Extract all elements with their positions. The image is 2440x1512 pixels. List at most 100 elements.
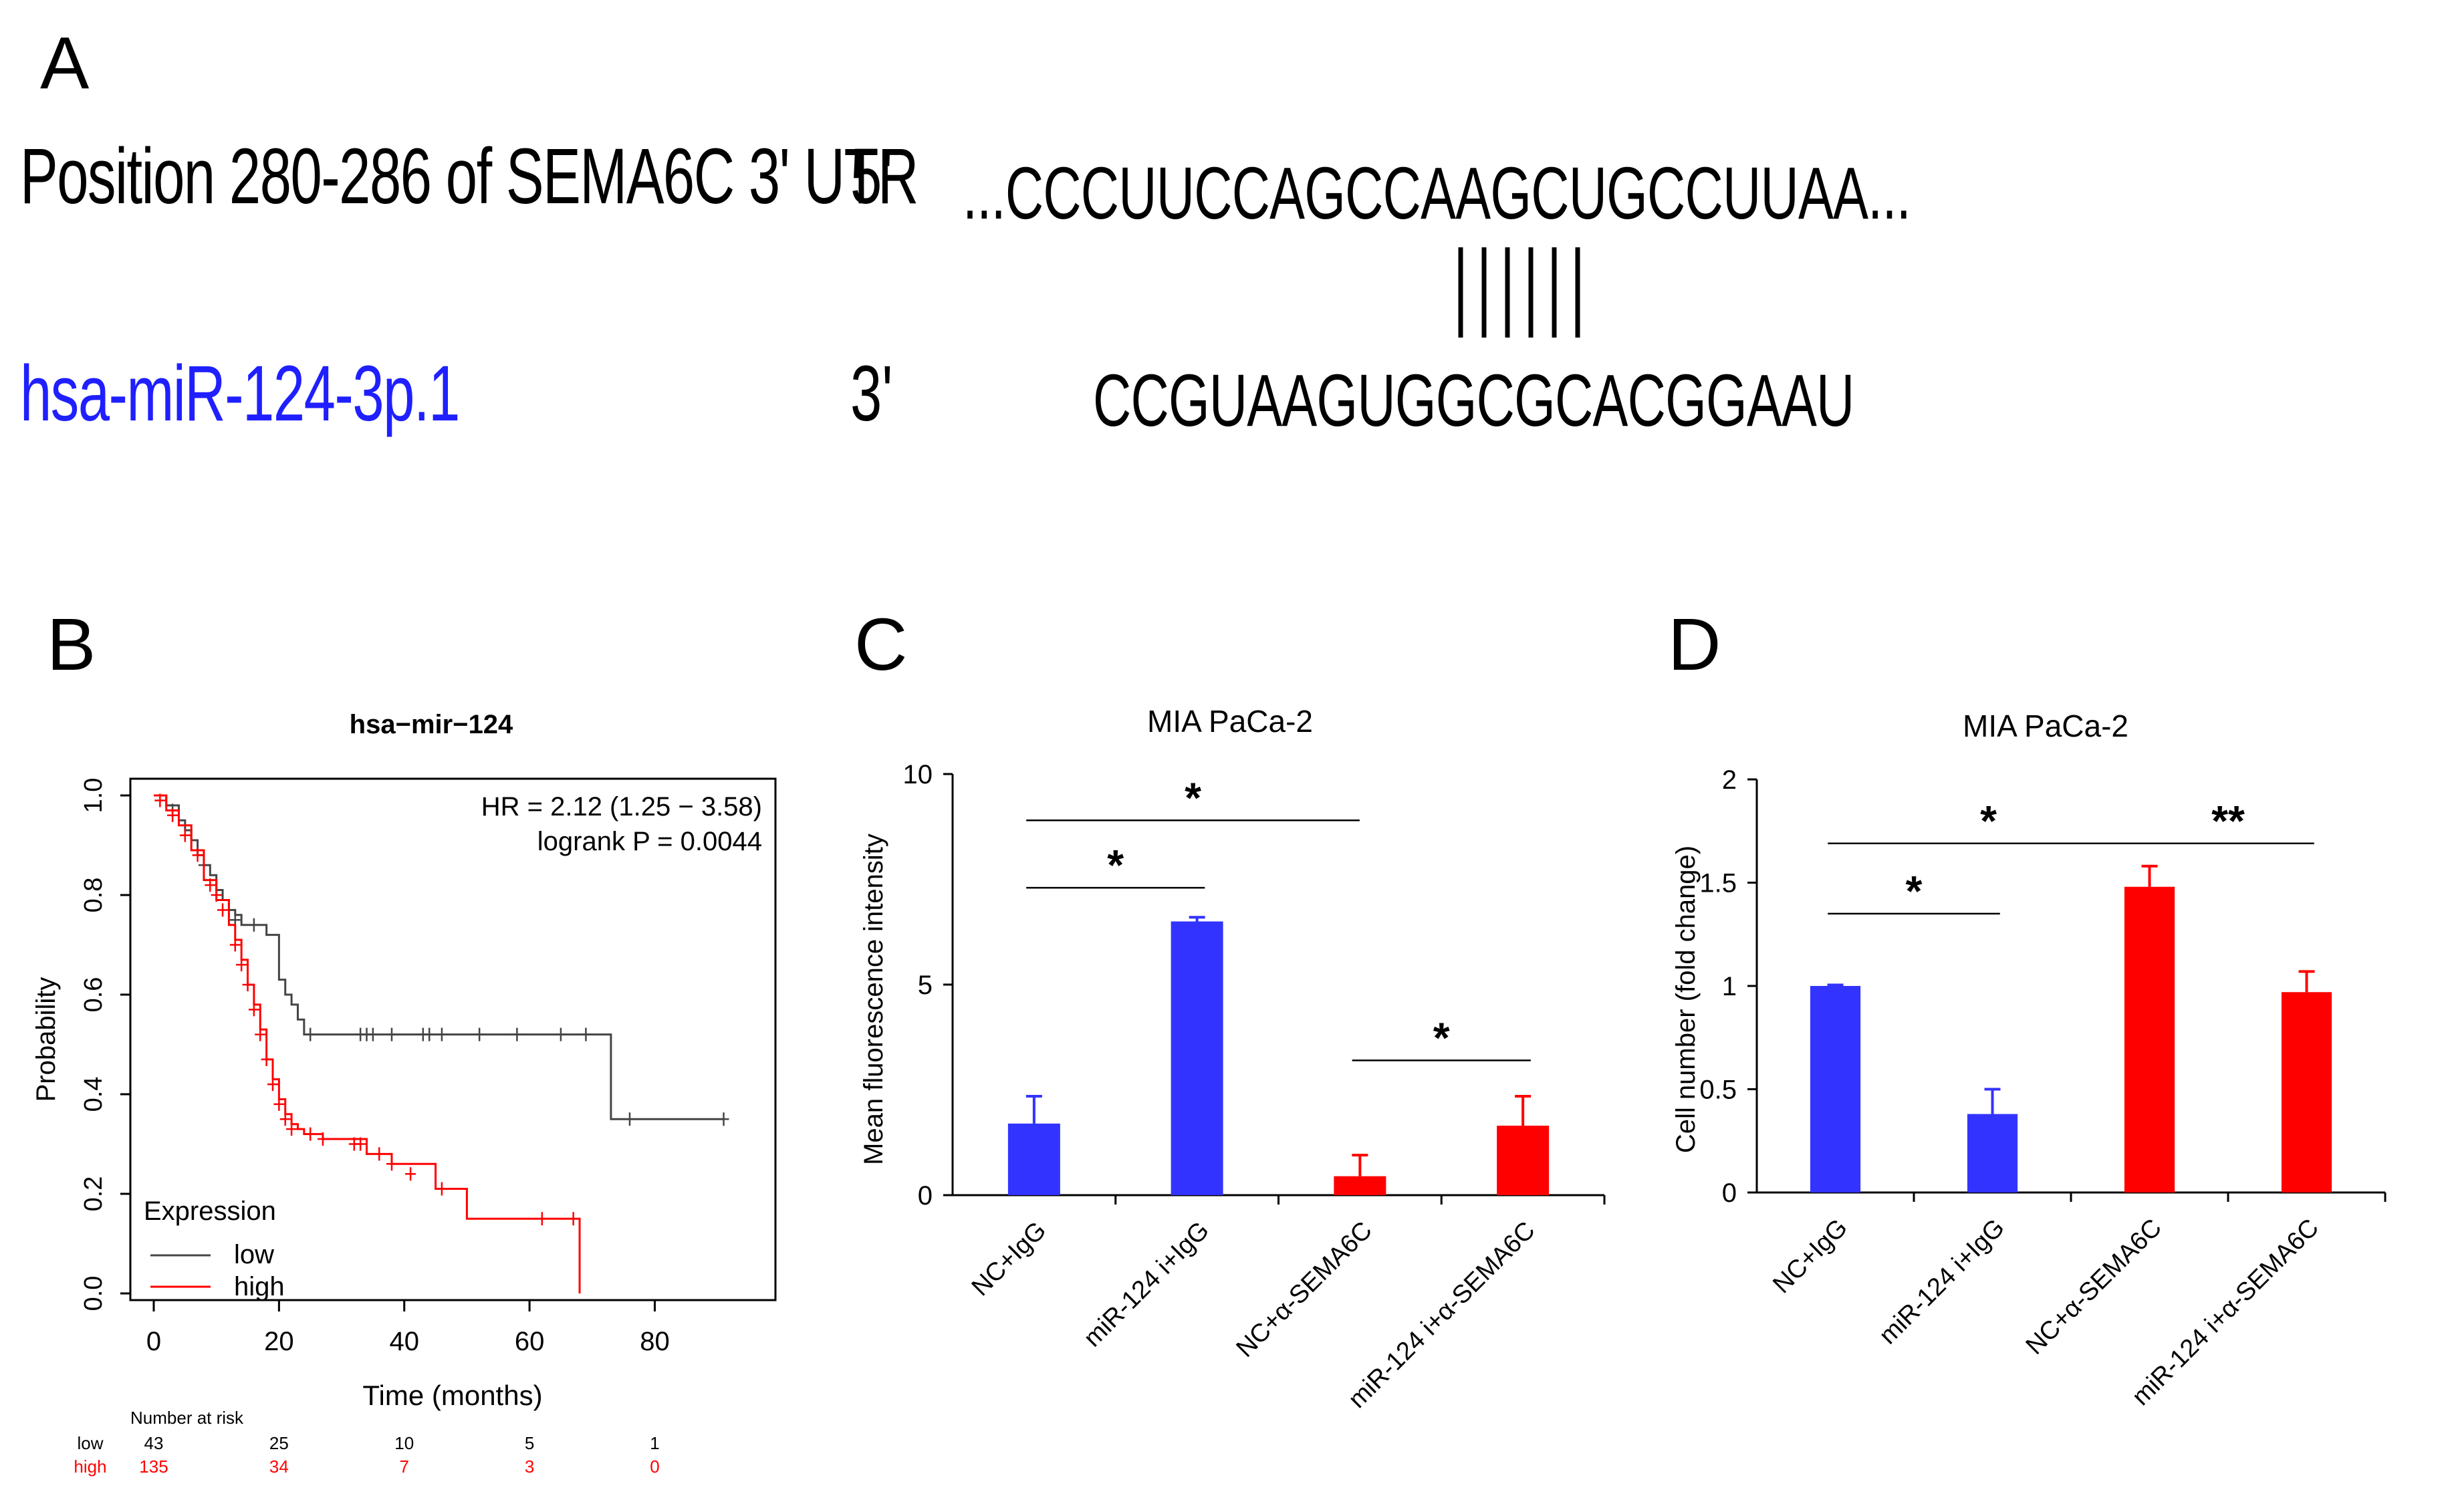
km-censor-mark-low — [511, 1027, 523, 1041]
bar-chart-d-title: MIA PaCa-2 — [1963, 709, 2128, 743]
km-censor-mark-high — [386, 1157, 397, 1171]
bar-c-category-label: miR-124 i+IgG — [1078, 1217, 1215, 1353]
km-censor-mark-high — [261, 1052, 272, 1066]
km-y-tick-label: 0.4 — [80, 1077, 108, 1112]
km-censor-mark-low — [305, 1027, 316, 1041]
bar-d-significance-marker: ** — [2211, 797, 2245, 845]
km-censor-mark-low — [386, 1027, 397, 1041]
risk-table: low 43 25 10 5 1 high 135 34 7 3 0 — [74, 1433, 659, 1477]
km-censor-mark-high — [273, 1097, 285, 1111]
legend-label-low: low — [234, 1240, 274, 1269]
mirna-sequence: CCGUAAGUGGCGCACGGAAU — [1093, 360, 1854, 442]
km-censor-mark-high — [205, 878, 216, 892]
bar-d-category-label: miR-124 i+IgG — [1874, 1214, 2010, 1350]
risk-value: 25 — [269, 1433, 289, 1453]
bar-d-y-tick-label: 1 — [1722, 972, 1737, 1001]
bar-d-bar — [1967, 1114, 2018, 1192]
risk-value: 7 — [400, 1457, 409, 1477]
km-y-tick-label: 0.2 — [80, 1176, 108, 1212]
km-censor-mark-high — [317, 1132, 328, 1146]
risk-value: 135 — [139, 1457, 168, 1477]
risk-value: 1 — [650, 1433, 659, 1453]
risk-row-label-low: low — [77, 1433, 103, 1453]
bar-d-significance-marker: * — [1906, 867, 1923, 915]
km-censor-mark-high — [279, 1112, 291, 1126]
km-censor-mark-high — [192, 848, 203, 862]
km-censor-mark-low — [424, 1027, 435, 1041]
km-curves — [154, 793, 729, 1293]
km-title: hsa−mir−124 — [350, 710, 513, 739]
km-censor-mark-high — [436, 1182, 447, 1196]
km-y-tick-label: 0.8 — [80, 878, 108, 913]
bar-chart-c-title: MIA PaCa-2 — [1147, 704, 1313, 739]
km-y-tick-label: 0.0 — [80, 1276, 108, 1311]
km-x-tick-label: 60 — [515, 1327, 545, 1356]
km-censor-mark-high — [286, 1122, 297, 1136]
bar-c-significance-marker: * — [1185, 773, 1201, 822]
km-pvalue-annotation: logrank P = 0.0044 — [537, 827, 762, 856]
km-censor-mark-high — [355, 1137, 366, 1151]
risk-row-label-high: high — [74, 1457, 106, 1477]
panel-letter-c: C — [854, 604, 908, 686]
risk-value: 3 — [525, 1457, 534, 1477]
km-x-axis-label: Time (months) — [362, 1380, 542, 1411]
utr-sequence: ...CCCUUCCAGCCAAGCUGCCUUAA... — [963, 152, 1911, 235]
bar-d-y-tick-label: 0 — [1722, 1178, 1737, 1208]
bar-d-category-label: NC+IgG — [1767, 1214, 1853, 1299]
risk-value: 34 — [269, 1457, 289, 1477]
bar-d-bar — [2124, 886, 2175, 1192]
km-censor-mark-high — [179, 828, 191, 842]
km-censor-mark-high — [255, 1027, 266, 1041]
bar-chart-c-y-axis-label: Mean fluorescence intensity — [859, 834, 888, 1165]
km-censor-mark-high — [267, 1078, 278, 1092]
bar-c-significance-marker: * — [1433, 1013, 1450, 1061]
km-censor-mark-high — [154, 793, 166, 807]
bar-chart-d-y-axis-label: Cell number (fold change) — [1671, 846, 1701, 1153]
km-plot-frame — [129, 777, 777, 1301]
bar-c-category-label: NC+α-SEMA6C — [1231, 1217, 1378, 1363]
km-censor-mark-low — [624, 1112, 635, 1126]
km-censor-mark-high — [568, 1212, 579, 1226]
km-censor-mark-low — [436, 1027, 447, 1041]
km-y-axis-label: Probability — [31, 977, 61, 1102]
km-y-tick-label: 1.0 — [80, 778, 108, 813]
risk-value: 43 — [144, 1433, 164, 1453]
km-censor-mark-low — [718, 1112, 729, 1126]
utr-position-label: Position 280-286 of SEMA6C 3' UTR — [20, 132, 919, 221]
bar-c-y-tick-label: 0 — [918, 1181, 933, 1211]
km-curve-low — [154, 794, 724, 1120]
bar-d-bar — [2281, 992, 2332, 1192]
km-censor-mark-high — [229, 938, 241, 952]
bar-d-bar — [1810, 986, 1861, 1192]
base-pairing-lines — [1458, 247, 1580, 338]
risk-value: 10 — [394, 1433, 414, 1453]
bar-c-category-label: NC+IgG — [967, 1217, 1052, 1302]
km-y-axis: 0.0 0.2 0.4 0.6 0.8 1.0 — [80, 778, 130, 1311]
km-x-tick-label: 20 — [264, 1327, 294, 1356]
km-y-tick-label: 0.6 — [80, 977, 108, 1013]
bar-c-significance-marker: * — [1107, 841, 1124, 889]
bar-c-y-tick-label: 5 — [918, 971, 933, 1000]
km-x-tick-label: 80 — [640, 1327, 670, 1356]
mirna-name: hsa-miR-124-3p.1 — [20, 350, 460, 438]
bar-d-y-tick-label: 1.5 — [1699, 869, 1737, 898]
bar-c-bar — [1007, 1123, 1060, 1195]
bar-c-bar — [1334, 1176, 1386, 1195]
km-censor-mark-high — [374, 1147, 385, 1161]
km-censor-mark-high — [242, 978, 253, 992]
km-x-tick-label: 40 — [389, 1327, 419, 1356]
km-censor-mark-high — [167, 808, 178, 822]
km-censor-mark-high — [305, 1127, 316, 1141]
km-censor-mark-high — [405, 1167, 416, 1181]
panel-letter-b: B — [47, 604, 96, 686]
legend-label-high: high — [234, 1272, 285, 1301]
bar-d-y-tick-label: 0.5 — [1699, 1076, 1737, 1105]
bar-c-category-label: miR-124 i+α-SEMA6C — [1343, 1217, 1540, 1414]
bar-chart-d: MIA PaCa-2 Cell number (fold change) 0 0.… — [1671, 709, 2387, 1411]
bar-d-category-label: NC+α-SEMA6C — [2021, 1214, 2167, 1360]
panel-letter-a: A — [40, 22, 90, 104]
bar-c-bar — [1497, 1126, 1550, 1195]
km-censor-mark-low — [580, 1027, 592, 1041]
km-legend-title: Expression — [144, 1196, 276, 1226]
